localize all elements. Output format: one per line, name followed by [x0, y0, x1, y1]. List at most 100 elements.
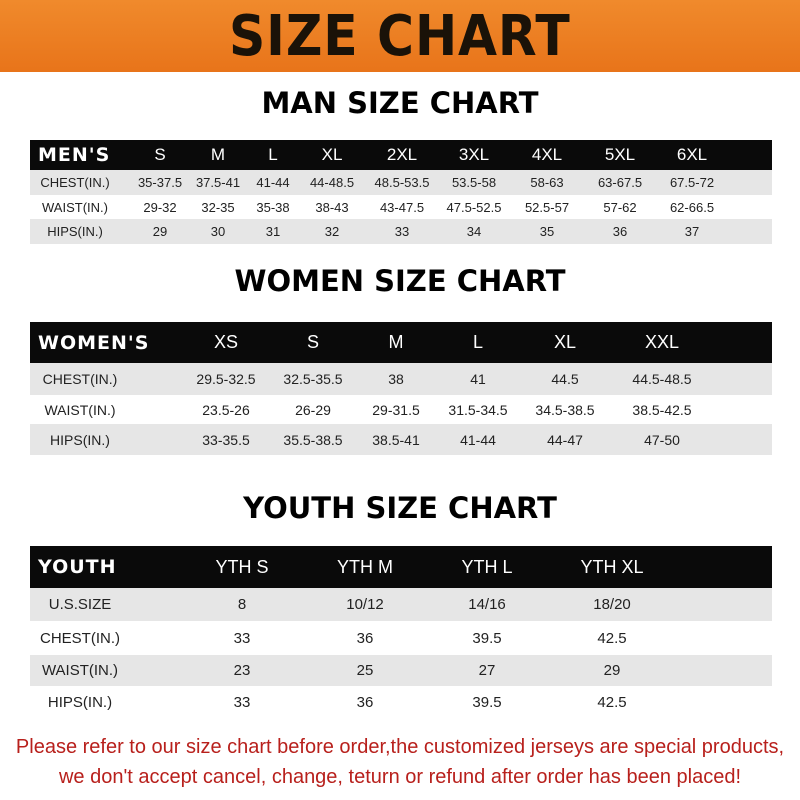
table-cell: 26-29 — [295, 401, 331, 418]
size-header-cell: L — [268, 145, 278, 164]
size-header-cell: S — [306, 332, 320, 352]
youth-chart-title: YOUTH SIZE CHART — [243, 491, 557, 525]
table-cell: 32.5-35.5 — [283, 371, 343, 387]
size-header-cell: YTH M — [337, 556, 393, 577]
table-cell: 44.5 — [551, 371, 579, 387]
table-cell: 42.5 — [597, 629, 627, 647]
table-label-header: YOUTH — [38, 556, 117, 578]
page-title: SIZE CHART — [229, 3, 571, 69]
table-cell: 33 — [233, 693, 251, 711]
table-row: HIPS(IN.) 29 30 31 32 33 34 35 36 37 — [30, 219, 772, 244]
table-cell: 27 — [478, 662, 496, 679]
table-cell: 62-66.5 — [669, 199, 715, 215]
table-row: CHEST(IN.) 29.5-32.5 32.5-35.5 38 41 44.5 44.5… — [30, 363, 772, 395]
table-cell: 36 — [356, 693, 374, 711]
size-header-cell: 3XL — [458, 145, 490, 164]
table-cell: 29 — [603, 662, 621, 679]
table-cell: 44.5-48.5 — [632, 371, 692, 387]
table-cell: 35.5-38.5 — [283, 431, 343, 448]
table-cell: 35-38 — [256, 199, 290, 215]
table-cell: 29.5-32.5 — [196, 371, 256, 387]
table-cell: 43-47.5 — [379, 199, 425, 215]
size-header-cell: XS — [213, 332, 239, 352]
table-cell: 52.5-57 — [524, 199, 570, 215]
table-row: CHEST(IN.) 33 36 39.5 42.5 — [30, 621, 772, 655]
table-header-row: MEN'S S M L XL 2XL 3XL 4XL 5XL 6XL — [30, 140, 772, 170]
table-row: WAIST(IN.) 29-32 32-35 35-38 38-43 43-47.5 47.… — [30, 195, 772, 219]
title-banner: SIZE CHART — [0, 0, 800, 72]
size-header-cell: YTH XL — [580, 556, 644, 577]
size-header-cell: XXL — [644, 332, 680, 352]
men-chart-title: MAN SIZE CHART — [261, 86, 539, 120]
table-cell: 38.5-42.5 — [632, 401, 692, 418]
table-cell: 25 — [356, 662, 374, 679]
table-cell: 47.5-52.5 — [446, 199, 502, 215]
table-cell: 57-62 — [603, 199, 637, 215]
table-header-row: YOUTH YTH S YTH M YTH L YTH XL — [30, 546, 772, 588]
table-cell: 35 — [539, 224, 555, 239]
table-cell: 10/12 — [346, 596, 384, 613]
table-cell: 32-35 — [201, 199, 235, 215]
table-cell: 31 — [265, 224, 281, 239]
table-cell: 44-48.5 — [309, 175, 355, 190]
table-cell: 38-43 — [315, 199, 349, 215]
notice-line-1: Please refer to our size chart before or… — [15, 736, 785, 758]
table-cell: 30 — [210, 224, 226, 239]
size-header-cell: M — [210, 145, 226, 164]
table-cell: 38 — [388, 371, 404, 387]
table-cell: 53.5-58 — [451, 175, 497, 190]
size-header-cell: S — [154, 145, 166, 164]
women-chart-title: WOMEN SIZE CHART — [234, 264, 566, 298]
table-cell: 23.5-26 — [202, 401, 250, 418]
table-cell: 8 — [237, 596, 247, 613]
table-cell: 31.5-34.5 — [448, 401, 508, 418]
table-row: WAIST(IN.) 23.5-26 26-29 29-31.5 31.5-34.5 34… — [30, 395, 772, 424]
measurement-label: HIPS(IN.) — [47, 693, 113, 711]
table-cell: 29-31.5 — [372, 401, 420, 418]
table-cell: 38.5-41 — [372, 431, 420, 448]
table-row: HIPS(IN.) 33-35.5 35.5-38.5 38.5-41 41-44 44-… — [30, 424, 772, 455]
size-header-cell: YTH L — [461, 556, 513, 577]
size-header-cell: L — [472, 332, 484, 352]
table-cell: 18/20 — [593, 596, 631, 613]
table-cell: 42.5 — [597, 693, 627, 711]
table-cell: 33 — [233, 629, 251, 647]
table-cell: 34 — [466, 224, 482, 239]
size-header-cell: YTH S — [215, 556, 269, 577]
table-cell: 32 — [324, 224, 340, 239]
table-cell: 48.5-53.5 — [374, 175, 430, 190]
size-header-cell: 2XL — [386, 145, 418, 164]
measurement-label: HIPS(IN.) — [50, 431, 110, 448]
size-header-cell: XL — [553, 332, 577, 352]
table-cell: 44-47 — [547, 431, 583, 448]
table-row: WAIST(IN.) 23 25 27 29 — [30, 655, 772, 686]
measurement-label: CHEST(IN.) — [40, 175, 110, 190]
table-cell: 33 — [394, 224, 410, 239]
table-cell: 47-50 — [644, 431, 680, 448]
table-cell: 39.5 — [472, 693, 502, 711]
measurement-label: WAIST(IN.) — [42, 199, 108, 215]
table-cell: 41-44 — [256, 175, 290, 190]
notice-line-2: we don't accept cancel, change, teturn o… — [58, 766, 742, 788]
size-header-cell: 6XL — [676, 145, 708, 164]
table-label-header: WOMEN'S — [38, 331, 150, 354]
table-cell: 14/16 — [468, 596, 506, 613]
table-cell: 41 — [470, 371, 486, 387]
size-header-cell: M — [388, 332, 404, 352]
table-cell: 29 — [152, 224, 168, 239]
table-row: HIPS(IN.) 33 36 39.5 42.5 — [30, 686, 772, 718]
table-cell: 67.5-72 — [669, 175, 715, 190]
table-cell: 37 — [684, 224, 700, 239]
measurement-label: U.S.SIZE — [48, 596, 112, 613]
measurement-label: CHEST(IN.) — [40, 629, 120, 647]
table-label-header: MEN'S — [38, 144, 111, 166]
table-row: CHEST(IN.) 35-37.5 37.5-41 41-44 44-48.5 48.5… — [30, 170, 772, 195]
table-cell: 34.5-38.5 — [535, 401, 595, 418]
table-cell: 23 — [233, 662, 251, 679]
size-header-cell: XL — [321, 145, 343, 164]
size-header-cell: 5XL — [604, 145, 636, 164]
table-cell: 58-63 — [530, 175, 564, 190]
table-cell: 39.5 — [472, 629, 502, 647]
table-cell: 35-37.5 — [137, 175, 183, 190]
table-cell: 33-35.5 — [202, 431, 250, 448]
